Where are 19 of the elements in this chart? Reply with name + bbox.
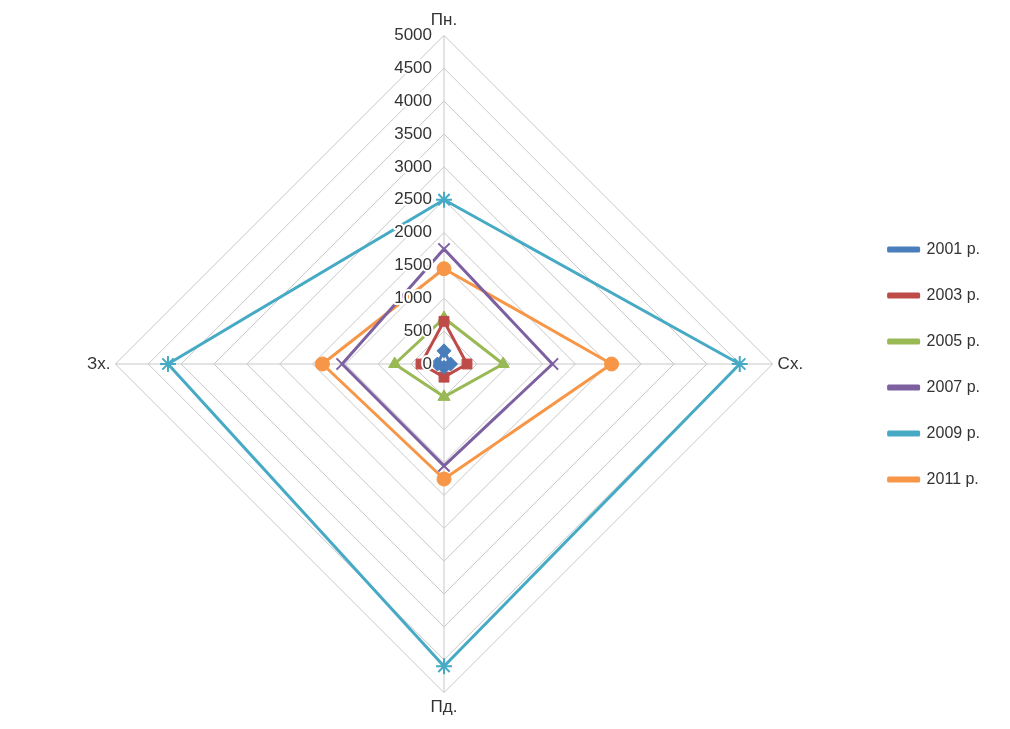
legend-label: 2009 р. [926,423,981,441]
legend-label: 2011 р. [926,469,979,487]
legend-label: 2001 р. [926,239,981,257]
y-tick-label: 0 [422,353,432,373]
spoke-label: Пн. [430,9,458,29]
legend-label: 2007 р. [926,377,981,395]
y-tick-label: 2500 [394,189,432,209]
legend-label: 2005 р. [926,331,981,349]
y-tick-label: 5000 [394,25,432,45]
y-tick-label: 4000 [394,90,432,110]
spoke-label: Зх. [86,353,111,373]
y-tick-label: 3500 [394,123,432,143]
legend-label: 2003 р. [926,285,981,303]
y-tick-label: 2000 [394,222,432,242]
spoke-label: Пд. [430,697,458,717]
y-tick-label: 3000 [394,156,432,176]
spoke-label: Сх. [777,353,804,373]
y-tick-label: 500 [403,320,432,340]
y-tick-label: 4500 [394,57,432,77]
